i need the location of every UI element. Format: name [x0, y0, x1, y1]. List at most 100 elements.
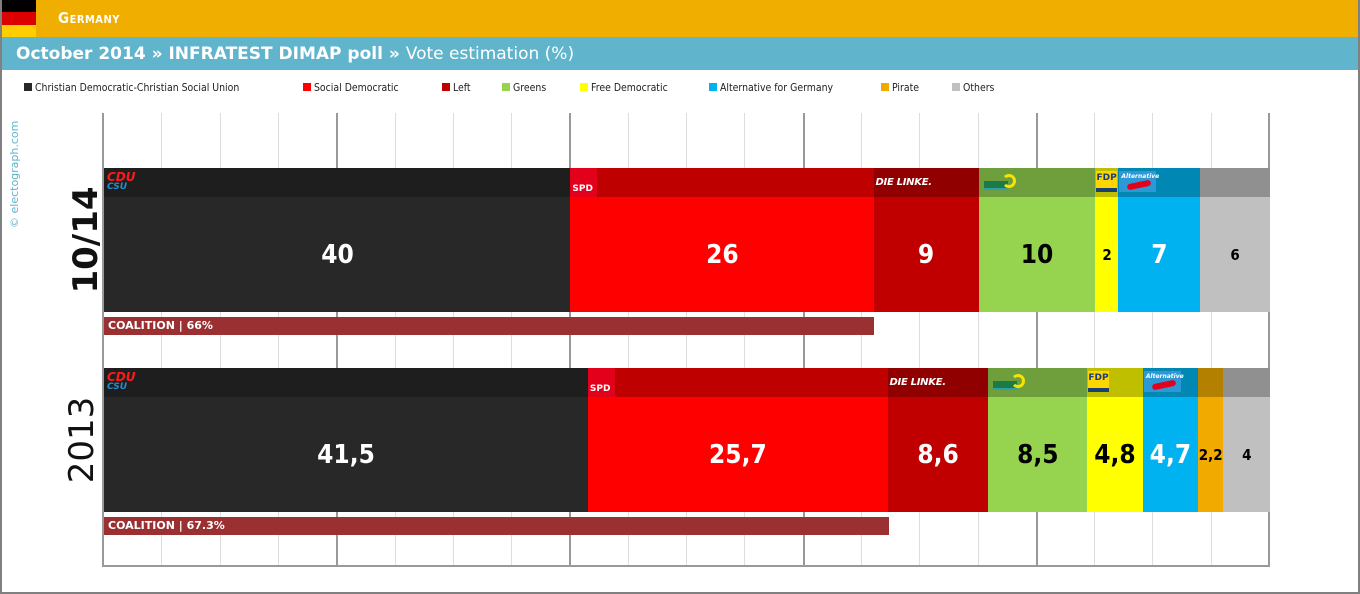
coalition-separator: |	[174, 319, 187, 332]
greens-logo-box	[992, 381, 1017, 390]
bar-segment[interactable]: 9	[873, 197, 979, 312]
bar-value-label: 4	[1242, 445, 1252, 464]
title-bar: October 2014 » INFRATEST DIMAP poll » Vo…	[0, 37, 1360, 70]
bar-segment[interactable]: 40	[104, 197, 571, 312]
legend-label: Left	[452, 80, 471, 94]
party-header-others	[1200, 168, 1271, 197]
legend-swatch-icon	[501, 83, 510, 91]
gridline	[627, 113, 629, 565]
gridline	[802, 113, 805, 565]
legend-label: Alternative for Germany	[719, 80, 833, 94]
legend-item[interactable]: Others	[951, 80, 1000, 94]
chart-title: October 2014 » INFRATEST DIMAP poll » Vo…	[16, 44, 574, 64]
legend-swatch-icon	[303, 83, 312, 91]
coalition-value: 66%	[186, 319, 213, 332]
greens-sunflower-logo-icon	[992, 374, 1025, 391]
coalition-value: 67.3%	[186, 519, 225, 532]
chart-area	[102, 113, 1270, 567]
afd-arrow-icon	[1127, 179, 1152, 191]
bar-value-label: 9	[917, 239, 935, 270]
party-header-afd: Alternative	[1142, 368, 1198, 397]
legend-swatch-icon	[579, 83, 588, 91]
legend-swatch-icon	[880, 83, 889, 91]
bar-segment[interactable]: 2	[1095, 197, 1120, 312]
legend-label: Social Democratic	[314, 80, 399, 94]
bar-segment[interactable]: 4,7	[1142, 397, 1198, 512]
cdu-csu-logo-icon: CDU CSU	[107, 371, 136, 392]
coalition-label: COALITION	[108, 519, 175, 532]
party-header-afd: Alternative	[1118, 168, 1201, 197]
legend-item[interactable]: Social Democratic	[303, 80, 414, 94]
gridline	[569, 113, 572, 565]
spd-logo-icon: SPD	[587, 368, 615, 397]
party-header-spd: SPD	[587, 368, 888, 397]
flag-stripe-gold	[0, 24, 36, 37]
legend-label: Pirate	[891, 80, 919, 94]
legend-item[interactable]: Christian Democratic-Christian Social Un…	[24, 80, 275, 94]
sunflower-icon	[1001, 174, 1016, 188]
gridline	[977, 113, 979, 565]
title-separator: »	[382, 44, 406, 64]
bar-value-label: 10	[1020, 239, 1054, 270]
bar-segment[interactable]: 6	[1200, 197, 1271, 312]
legend-item[interactable]: Pirate	[880, 80, 924, 94]
coalition-bar: COALITION | 66%	[104, 317, 874, 335]
bar-value-label: 8,6	[917, 439, 959, 470]
greens-sunflower-logo-icon	[983, 174, 1016, 191]
legend-item[interactable]: Alternative for Germany	[708, 80, 853, 94]
bar-segment[interactable]: 8,6	[887, 397, 989, 512]
legend-label: Greens	[512, 80, 546, 94]
legend-label: Free Democratic	[590, 80, 668, 94]
party-header-others	[1223, 368, 1271, 397]
greens-logo-box	[983, 181, 1008, 190]
bar-segment[interactable]: 25,7	[587, 397, 888, 512]
bar-value-label: 41,5	[317, 439, 375, 470]
bar-segment[interactable]: 8,5	[987, 397, 1088, 512]
legend-item[interactable]: Greens	[501, 80, 552, 94]
bar-value-label: 2,2	[1198, 445, 1223, 464]
watermark: © electograph.com	[8, 120, 21, 228]
bar-value-label: 40	[321, 239, 354, 270]
party-header-fdp: FDP	[1095, 168, 1120, 197]
bar-value-label: 2	[1102, 245, 1112, 264]
party-header-fdp: FDP	[1086, 368, 1143, 397]
legend-item[interactable]: Free Democratic	[579, 80, 681, 94]
gridline	[860, 113, 862, 565]
bar-segment[interactable]: 26	[570, 197, 875, 312]
legend-item[interactable]: Left	[441, 80, 474, 94]
sunflower-icon	[1010, 374, 1025, 388]
gridline	[161, 113, 163, 565]
party-header-cdu-csu: CDU CSU	[104, 368, 588, 397]
gridline	[277, 113, 279, 565]
bar-value-label: 25,7	[709, 439, 767, 470]
bar-value-label: 26	[706, 239, 739, 270]
gridline	[919, 113, 921, 565]
die-linke-logo-icon: DIE LINKE.	[889, 377, 946, 388]
country-name: Germany	[58, 9, 120, 27]
coalition-separator: |	[174, 519, 187, 532]
coalition-label: COALITION	[108, 319, 175, 332]
bar-segment[interactable]: 2,2	[1197, 397, 1224, 512]
title-separator: »	[145, 44, 169, 64]
party-header-pirate	[1197, 368, 1224, 397]
country-header: Germany	[0, 0, 1360, 37]
bar-segment[interactable]: 7	[1118, 197, 1201, 312]
bar-value-label: 8,5	[1017, 439, 1059, 470]
bar-value-label: 4,8	[1094, 439, 1136, 470]
bar-segment[interactable]: 4	[1223, 397, 1271, 512]
afd-arrow-icon	[1151, 379, 1177, 391]
coalition-bar: COALITION | 67.3%	[104, 517, 889, 535]
gridline	[336, 113, 339, 565]
afd-logo-icon: Alternative	[1119, 171, 1160, 192]
legend-swatch-icon	[24, 83, 32, 91]
bar-segment[interactable]: 4,8	[1086, 397, 1143, 512]
party-header-spd: SPD	[570, 168, 875, 197]
title-date: October 2014	[16, 44, 146, 64]
title-pollster: INFRATEST DIMAP poll	[168, 44, 383, 64]
csu-wordmark: CSU	[107, 182, 128, 192]
afd-wordmark: Alternative	[1121, 173, 1160, 180]
bar-segment[interactable]: 41,5	[104, 397, 588, 512]
party-header-gr-ne	[978, 168, 1096, 197]
bar-segment[interactable]: 10	[978, 197, 1096, 312]
bar-value-label: 7	[1151, 239, 1168, 270]
